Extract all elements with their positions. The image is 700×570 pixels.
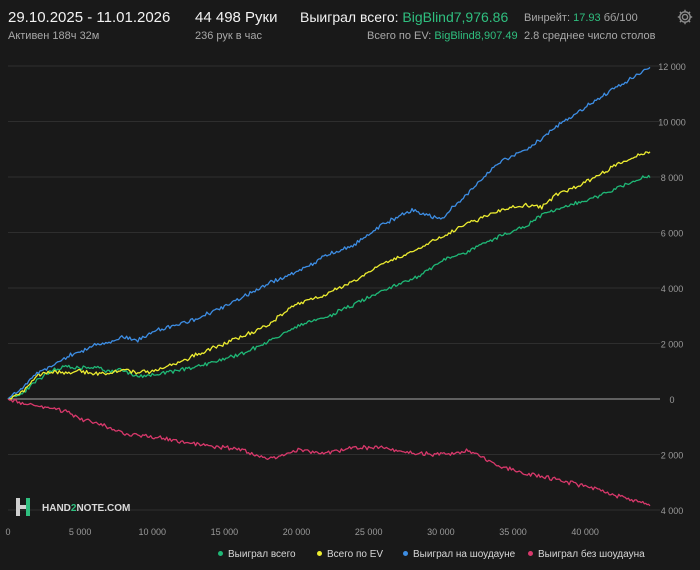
bankroll-chart[interactable]: 4 000 2 000 0 2 000 4 000 6 000 8 000 10 000 12 …: [0, 48, 700, 570]
x-tick-label: 20 000: [283, 527, 311, 537]
legend-item-non-showdown[interactable]: Выиграл без шоудауна: [528, 549, 645, 563]
x-tick-label: 35 000: [499, 527, 527, 537]
winrate-value: 17.93: [573, 12, 601, 24]
active-time: Активен 188ч 32м: [8, 30, 100, 42]
y-tick-label: 0: [669, 395, 674, 405]
winrate: Винрейт: 17.93 бб/100: [524, 12, 638, 24]
x-axis: 0 5 000 10 000 15 000 20 000 25 000 30 000 35 0…: [5, 527, 598, 537]
hands-count: 44 498 Руки: [195, 9, 278, 26]
winrate-label: Винрейт:: [524, 12, 571, 24]
y-tick-label: 4 000: [661, 284, 684, 294]
x-tick-label: 0: [5, 527, 10, 537]
series-line-2: [7, 66, 651, 400]
ev-total-value: BigBlind8,907.49: [434, 30, 518, 42]
y-axis: 4 000 2 000 0 2 000 4 000 6 000 8 000 10 000 12 …: [658, 62, 686, 516]
gear-icon[interactable]: [676, 8, 694, 26]
legend-dot-icon: [528, 551, 533, 556]
y-tick-label: 8 000: [661, 173, 684, 183]
logo-text-c: NOTE.COM: [76, 503, 130, 514]
ev-total: Всего по EV: BigBlind8,907.49: [367, 30, 518, 42]
x-tick-label: 10 000: [139, 527, 167, 537]
legend-label: Выиграл всего: [228, 549, 296, 560]
y-tick-label: 2 000: [661, 340, 684, 350]
y-tick-label: 12 000: [658, 62, 686, 72]
date-range[interactable]: 29.10.2025 - 11.01.2026: [8, 9, 171, 26]
legend-item-showdown[interactable]: Выиграл на шоудауне: [403, 549, 515, 563]
legend-dot-icon: [403, 551, 408, 556]
logo-mark-icon: [16, 498, 30, 516]
tables-average: 2.8 среднее число столов: [524, 30, 656, 42]
series-line-1: [7, 151, 651, 400]
won-total-value: BigBlind7,976.86: [402, 9, 509, 25]
ev-total-label: Всего по EV:: [367, 30, 432, 42]
series: [7, 66, 651, 507]
y-tick-label: 2 000: [661, 451, 684, 461]
legend-dot-icon: [218, 551, 223, 556]
legend-label: Выиграл без шоудауна: [538, 549, 645, 560]
x-tick-label: 25 000: [355, 527, 383, 537]
x-tick-label: 15 000: [211, 527, 239, 537]
logo-text-a: HAND: [42, 503, 71, 514]
won-total: Выиграл всего: BigBlind7,976.86: [300, 9, 508, 25]
y-tick-label: 10 000: [658, 118, 686, 128]
x-tick-label: 30 000: [427, 527, 455, 537]
legend-label: Всего по EV: [327, 549, 384, 560]
y-tick-label: 4 000: [661, 506, 684, 516]
svg-text:HAND2NOTE.COM: HAND2NOTE.COM: [42, 503, 130, 514]
grid: [8, 65, 660, 511]
won-total-label: Выиграл всего:: [300, 9, 399, 25]
stats-header: 29.10.2025 - 11.01.2026 Активен 188ч 32м…: [0, 0, 700, 48]
winrate-unit: бб/100: [603, 12, 638, 24]
hands-per-hour: 236 рук в час: [195, 30, 263, 42]
hand2note-logo: HAND2NOTE.COM: [16, 497, 136, 517]
x-tick-label: 40 000: [571, 527, 599, 537]
series-line-3: [7, 398, 651, 507]
legend-dot-icon: [317, 551, 322, 556]
legend-item-won-total[interactable]: Выиграл всего: [218, 549, 296, 563]
logo-text-b: 2: [71, 503, 77, 514]
x-tick-label: 5 000: [69, 527, 92, 537]
legend-label: Выиграл на шоудауне: [413, 549, 516, 560]
y-tick-label: 6 000: [661, 229, 684, 239]
legend-item-ev-total[interactable]: Всего по EV: [317, 549, 383, 563]
